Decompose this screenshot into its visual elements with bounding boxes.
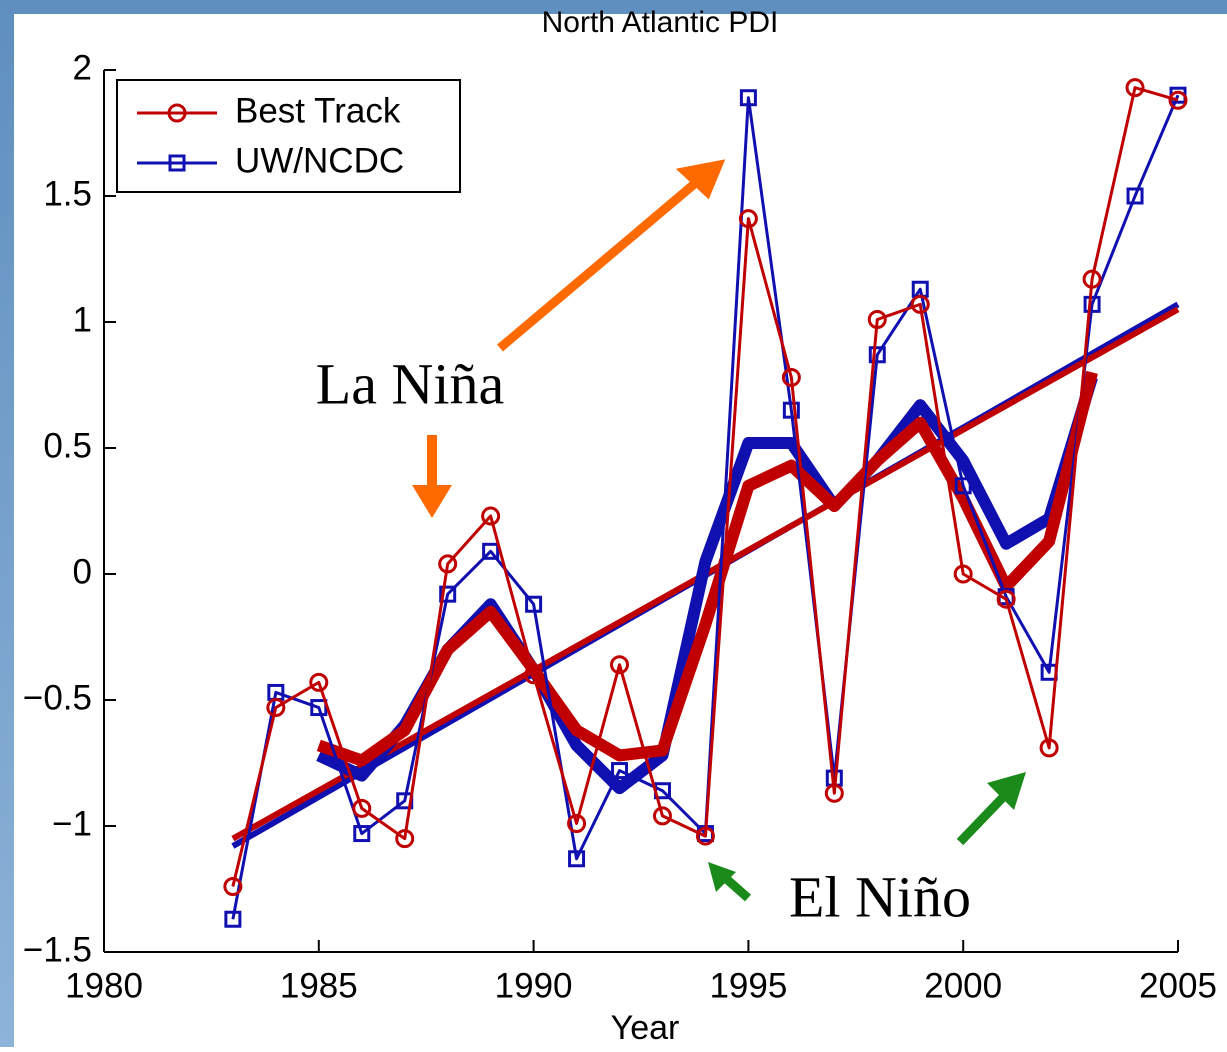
- data-point: [439, 585, 457, 603]
- data-point: [224, 910, 242, 928]
- data-line: [316, 370, 1098, 767]
- data-point: [610, 655, 630, 675]
- arrow-head: [708, 862, 736, 892]
- y-tick-label: 1: [73, 300, 92, 339]
- legend-box: [116, 79, 461, 193]
- data-point: [1126, 187, 1144, 205]
- arrow-head: [412, 485, 452, 518]
- data-point: [568, 850, 586, 868]
- data-line: [231, 86, 1179, 887]
- data-point: [868, 346, 886, 364]
- plot-area: [103, 69, 1188, 953]
- x-tick-label: 1995: [709, 966, 787, 1005]
- legend: Best Track UW/NCDC: [116, 79, 461, 193]
- arrow-head: [987, 772, 1026, 810]
- data-point: [739, 89, 757, 107]
- x-axis-label: Year: [611, 1009, 680, 1047]
- y-tick-label: 0.5: [43, 426, 92, 465]
- legend-label: UW/NCDC: [235, 141, 404, 180]
- data-point: [266, 698, 286, 718]
- legend-marker: [167, 103, 187, 123]
- data-point: [310, 699, 328, 717]
- data-point: [652, 806, 672, 826]
- data-point: [1039, 738, 1059, 758]
- chart-title: North Atlantic PDI: [542, 6, 779, 39]
- x-tick-label: 1990: [495, 966, 573, 1005]
- data-point: [567, 813, 587, 833]
- data-point: [1125, 78, 1145, 98]
- y-tick-label: 0: [73, 552, 92, 591]
- data-point: [481, 506, 501, 526]
- y-tick-label: 2: [73, 48, 92, 87]
- y-tick-label: −1: [52, 804, 92, 843]
- arrow-head: [675, 159, 726, 200]
- data-point: [1083, 295, 1101, 313]
- arrow: [956, 786, 1014, 846]
- data-point: [996, 589, 1016, 609]
- data-point: [954, 477, 972, 495]
- data-point: [353, 825, 371, 843]
- y-tick-label: −0.5: [23, 678, 92, 717]
- y-tick-label: 1.5: [43, 174, 92, 213]
- data-point: [867, 309, 887, 329]
- annotation: La Niña: [316, 351, 504, 416]
- data-point: [782, 401, 800, 419]
- data-point: [611, 762, 629, 780]
- arrow: [497, 171, 708, 352]
- data-point: [953, 564, 973, 584]
- x-tick-label: 2005: [1139, 966, 1217, 1005]
- data-point: [438, 554, 458, 574]
- x-tick-label: 1980: [65, 966, 143, 1005]
- legend-label: Best Track: [235, 91, 401, 130]
- data-point: [1168, 90, 1188, 110]
- x-tick-label: 1985: [280, 966, 358, 1005]
- data-point: [309, 672, 329, 692]
- data-point: [395, 829, 415, 849]
- data-point: [781, 367, 801, 387]
- data-point: [524, 665, 544, 685]
- data-point: [352, 798, 372, 818]
- data-point: [824, 783, 844, 803]
- x-tick-label: 2000: [924, 966, 1002, 1005]
- legend-marker: [168, 154, 186, 172]
- data-point: [223, 876, 243, 896]
- data-point: [525, 595, 543, 613]
- data-point: [738, 209, 758, 229]
- annotation: El Niño: [789, 864, 971, 929]
- data-point: [1082, 269, 1102, 289]
- data-point: [910, 294, 930, 314]
- data-point: [482, 542, 500, 560]
- y-tick-label: −1.5: [23, 930, 92, 969]
- data-point: [695, 826, 715, 846]
